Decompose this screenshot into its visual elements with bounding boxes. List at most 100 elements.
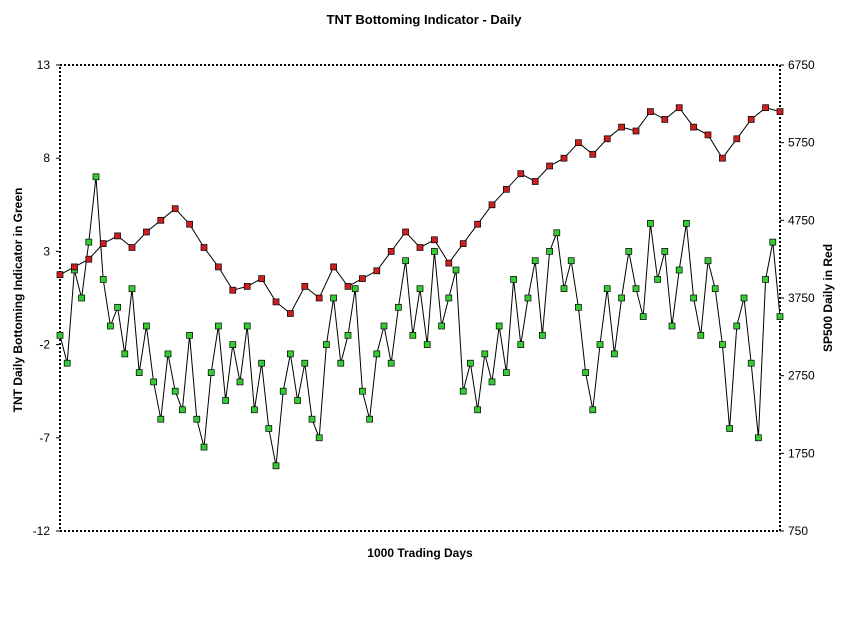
data-point xyxy=(373,267,381,275)
data-point xyxy=(654,276,661,283)
left-tick-label: -12 xyxy=(33,524,51,538)
data-point xyxy=(661,116,669,123)
data-point xyxy=(243,283,251,290)
data-point xyxy=(503,185,510,193)
data-point xyxy=(632,127,640,135)
right-tick-label: 750 xyxy=(788,524,808,538)
data-point xyxy=(200,443,208,451)
series-sp500 xyxy=(56,104,784,317)
data-point xyxy=(287,310,294,317)
data-point xyxy=(704,131,712,139)
data-point xyxy=(63,359,71,367)
data-point xyxy=(330,263,337,271)
data-point xyxy=(560,285,568,293)
data-point xyxy=(143,322,150,330)
data-point xyxy=(78,294,85,302)
data-point xyxy=(582,369,589,376)
data-point xyxy=(337,359,345,367)
data-point xyxy=(531,257,539,265)
data-point xyxy=(258,275,265,282)
data-point xyxy=(452,266,460,274)
data-point xyxy=(575,303,582,311)
data-point xyxy=(517,170,525,178)
data-point xyxy=(560,154,568,162)
data-point xyxy=(171,387,179,395)
data-point xyxy=(517,341,525,348)
right-tick-label: 6750 xyxy=(788,58,815,72)
data-point xyxy=(402,228,409,236)
data-point xyxy=(639,313,647,320)
data-point xyxy=(279,387,287,395)
data-point xyxy=(56,271,64,279)
data-point xyxy=(236,378,244,386)
left-tick-label: 8 xyxy=(43,151,50,165)
data-point xyxy=(675,266,683,274)
data-point xyxy=(445,259,453,267)
data-point xyxy=(222,397,229,404)
data-point xyxy=(359,275,366,282)
data-point xyxy=(459,240,467,247)
data-point xyxy=(733,135,741,143)
left-tick-label: 13 xyxy=(37,58,51,72)
data-point xyxy=(524,294,532,302)
data-point xyxy=(647,220,654,227)
data-point xyxy=(431,236,438,244)
data-point xyxy=(114,232,121,240)
data-point xyxy=(315,434,323,442)
data-point xyxy=(359,387,366,395)
data-point xyxy=(589,150,597,158)
left-tick-label: -2 xyxy=(39,338,50,352)
data-point xyxy=(128,244,136,251)
data-point xyxy=(200,244,208,251)
data-point xyxy=(128,285,136,293)
data-point xyxy=(747,116,755,123)
data-point xyxy=(546,162,553,170)
data-point xyxy=(366,415,373,423)
data-point xyxy=(416,244,424,251)
data-point xyxy=(755,434,762,442)
data-point xyxy=(459,387,467,395)
data-point xyxy=(488,378,496,386)
left-tick-label: -7 xyxy=(39,431,50,445)
data-point xyxy=(193,415,201,423)
data-point xyxy=(776,108,784,115)
data-point xyxy=(157,415,165,423)
data-point xyxy=(704,257,712,265)
data-point xyxy=(531,178,539,185)
data-point xyxy=(603,285,611,293)
data-point xyxy=(99,240,107,247)
data-point xyxy=(395,303,402,311)
data-point xyxy=(294,397,301,404)
data-point xyxy=(661,248,669,255)
data-point xyxy=(85,238,93,246)
data-point xyxy=(179,406,186,414)
data-point xyxy=(632,285,640,293)
data-point xyxy=(625,248,633,255)
data-point xyxy=(265,425,273,432)
data-point xyxy=(387,248,395,255)
data-point xyxy=(121,350,129,358)
data-point xyxy=(719,341,726,348)
data-point xyxy=(474,406,481,414)
data-point xyxy=(503,369,510,376)
data-point xyxy=(308,415,316,423)
data-point xyxy=(186,220,193,228)
data-point xyxy=(272,462,280,470)
x-axis-label: 1000 Trading Days xyxy=(367,546,473,560)
data-point xyxy=(445,294,453,302)
data-point xyxy=(740,294,748,302)
data-point xyxy=(409,331,417,339)
data-point xyxy=(215,322,222,330)
data-point xyxy=(719,154,726,162)
right-tick-label: 3750 xyxy=(788,291,815,305)
data-point xyxy=(107,322,114,330)
left-axis-ticks: 13 8 3 -2 -7 -12 xyxy=(33,58,60,538)
data-point xyxy=(229,341,237,348)
data-point xyxy=(603,135,611,143)
series-tnt-indicator xyxy=(56,173,784,470)
data-point xyxy=(56,331,64,339)
chart-title: TNT Bottoming Indicator - Daily xyxy=(327,12,523,27)
data-point xyxy=(171,205,179,213)
data-point xyxy=(351,285,359,293)
